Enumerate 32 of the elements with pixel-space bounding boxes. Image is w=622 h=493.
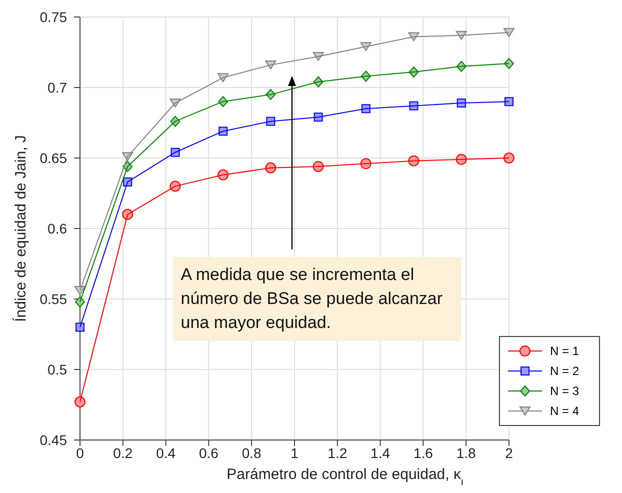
point <box>76 322 84 332</box>
legend-label: N = 3 <box>550 383 579 399</box>
y-axis-title: Índice de equidad de Jain, J <box>11 135 30 322</box>
legend-label: N = 2 <box>550 363 579 379</box>
y-tick-label: 0.6 <box>48 220 68 236</box>
x-tick-label: 0.6 <box>198 444 219 461</box>
point <box>504 97 514 106</box>
x-tick-label: 0.4 <box>156 444 176 461</box>
y-tick-label: 0.45 <box>40 432 68 448</box>
legend-label: N = 1 <box>550 343 579 359</box>
x-tick-label: 2 <box>505 444 514 461</box>
x-axis-title: Parámetro de control de equidad, κ$_{ι}$ <box>226 466 464 488</box>
y-tick-label: 0.65 <box>40 150 68 166</box>
point <box>504 58 514 70</box>
y-tick-label: 0.5 <box>48 361 68 378</box>
point <box>75 296 85 308</box>
x-tick-label: 0 <box>76 444 84 461</box>
x-tick-label: 0.2 <box>113 444 133 461</box>
x-tick-label: 0.8 <box>242 444 262 461</box>
point <box>74 396 86 408</box>
x-tick-label: 1.4 <box>370 444 390 461</box>
x-tick-label: 1 <box>290 444 299 461</box>
x-tick-label: 1.8 <box>456 444 476 461</box>
y-tick-label: 0.55 <box>40 290 68 307</box>
y-tick-label: 0.7 <box>48 79 68 96</box>
point <box>503 152 514 164</box>
legend-label: N = 4 <box>550 403 579 419</box>
annotation: A medida que se incrementa el número de BSa se puede alcanzar una mayor equidad. <box>172 256 461 341</box>
x-tick-label: 1.2 <box>328 444 348 461</box>
x-tick-label: 1.6 <box>413 444 434 461</box>
point <box>503 28 514 38</box>
y-tick-label: 0.75 <box>40 8 68 25</box>
